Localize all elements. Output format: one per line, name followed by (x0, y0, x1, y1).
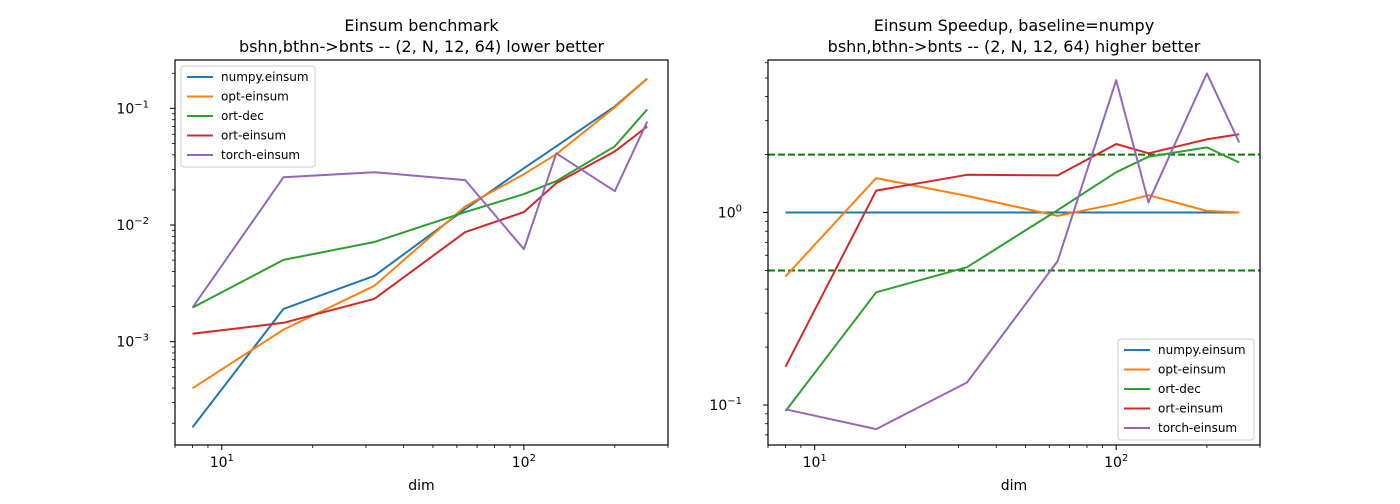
plot-area: 101 102 10−1 100 numpy.einsum opt-einsum ort-d… (709, 59, 1261, 471)
series-line-ort-einsum (192, 125, 648, 335)
y-tick-label: 10−3 (116, 333, 149, 351)
series-line-opt-einsum (784, 177, 1240, 278)
legend: numpy.einsum opt-einsum ort-dec ort-einsum t… (1117, 338, 1255, 441)
legend: numpy.einsum opt-einsum ort-dec ort-einsum t… (180, 65, 316, 168)
x-tick-label: 102 (512, 453, 536, 471)
legend-entry: ort-einsum (221, 129, 286, 143)
series-lines (191, 77, 649, 429)
series-lines (768, 72, 1260, 431)
legend-entry: ort-dec (221, 109, 264, 123)
x-tick-label: 101 (210, 453, 234, 471)
y-tick-label: 10−1 (709, 396, 742, 414)
legend-entry: ort-einsum (1158, 402, 1223, 416)
axes-frame (767, 59, 1261, 446)
series-line-ort-dec (784, 146, 1240, 412)
legend-entry: opt-einsum (221, 90, 289, 104)
legend-entry: ort-dec (1158, 382, 1201, 396)
benchmark-chart: Einsum benchmark bshn,bthn->bnts -- (2, … (116, 16, 669, 494)
chart-title: Einsum Speedup, baseline=numpy (874, 16, 1154, 35)
axes-frame (174, 59, 669, 446)
x-tick-label: 102 (1104, 453, 1128, 471)
x-tick-label: 101 (803, 453, 827, 471)
legend-entry: torch-einsum (221, 148, 300, 162)
x-axis-label: dim (408, 478, 434, 494)
y-tick-label: 100 (718, 204, 742, 222)
legend-entry: opt-einsum (1158, 363, 1226, 377)
legend-entry: numpy.einsum (1158, 343, 1246, 357)
chart-title: Einsum benchmark (344, 16, 499, 35)
plot-area: 101 102 10−3 10−2 10−1 numpy.einsum opt-einsum… (116, 59, 669, 471)
series-line-torch-einsum (785, 72, 1241, 431)
series-line-torch-einsum (191, 121, 649, 309)
legend-entry: numpy.einsum (221, 70, 309, 84)
chart-subtitle: bshn,bthn->bnts -- (2, N, 12, 64) higher… (828, 37, 1201, 56)
series-line-opt-einsum (191, 77, 648, 390)
x-axis-label: dim (1001, 478, 1027, 494)
series-line-numpy-einsum (191, 77, 648, 429)
legend-entry: torch-einsum (1158, 421, 1237, 435)
series-line-ort-einsum (784, 133, 1240, 368)
y-tick-label: 10−1 (116, 99, 149, 117)
series-line-ort-dec (192, 108, 648, 309)
speedup-chart: Einsum Speedup, baseline=numpy bshn,bthn… (709, 16, 1261, 494)
y-tick-label: 10−2 (116, 216, 149, 234)
chart-subtitle: bshn,bthn->bnts -- (2, N, 12, 64) lower … (239, 37, 605, 56)
